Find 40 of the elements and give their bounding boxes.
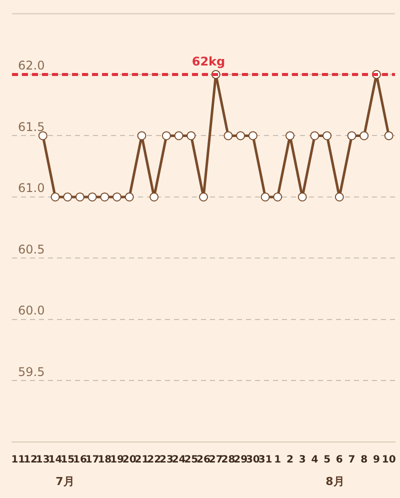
x-tick-label: 15 <box>60 454 75 466</box>
x-tick-label: 8 <box>360 454 368 466</box>
x-tick-label: 13 <box>36 454 50 466</box>
x-tick-label: 6 <box>336 454 343 466</box>
x-tick-label: 18 <box>98 454 112 466</box>
x-tick-label: 14 <box>48 454 62 466</box>
x-tick-label: 23 <box>159 454 174 466</box>
y-tick-label: 61.5 <box>18 120 45 134</box>
x-tick-label: 2 <box>286 454 294 466</box>
x-tick-label: 5 <box>324 454 331 466</box>
x-tick-label: 19 <box>110 454 124 466</box>
x-tick-label: 21 <box>134 454 149 466</box>
x-tick-label: 3 <box>298 454 306 466</box>
y-tick-label: 60.5 <box>18 242 45 256</box>
x-tick-label: 4 <box>311 454 318 466</box>
x-tick-label: 24 <box>172 454 186 466</box>
x-tick-label: 25 <box>184 454 198 466</box>
x-tick-label: 16 <box>72 454 87 466</box>
ref-line-label: 62kg <box>192 54 226 69</box>
x-tick-label: 22 <box>147 454 162 466</box>
y-tick-label: 61.0 <box>18 181 45 196</box>
x-tick-label: 17 <box>85 454 100 466</box>
x-tick-label: 20 <box>122 454 136 466</box>
y-tick-label: 62.0 <box>18 58 45 73</box>
x-tick-label: 27 <box>208 454 223 466</box>
x-tick-label: 30 <box>246 454 260 466</box>
x-tick-label: 29 <box>234 454 248 466</box>
x-tick-label: 1 <box>274 454 282 466</box>
x-tick-label: 28 <box>221 454 236 466</box>
text: 7月 <box>56 474 74 489</box>
x-tick-label: 26 <box>196 454 210 466</box>
y-tick-label: 59.5 <box>18 364 45 379</box>
x-tick-label: 10 <box>382 454 396 466</box>
y-tick-label: 60.0 <box>18 304 45 318</box>
x-tick-label: 7 <box>348 454 356 466</box>
x-tick-label: 9 <box>372 454 380 466</box>
x-tick-label: 11 <box>11 454 26 466</box>
x-tick-label: 31 <box>258 454 272 466</box>
text: 8月 <box>326 474 344 489</box>
x-tick-label: 12 <box>24 454 38 466</box>
